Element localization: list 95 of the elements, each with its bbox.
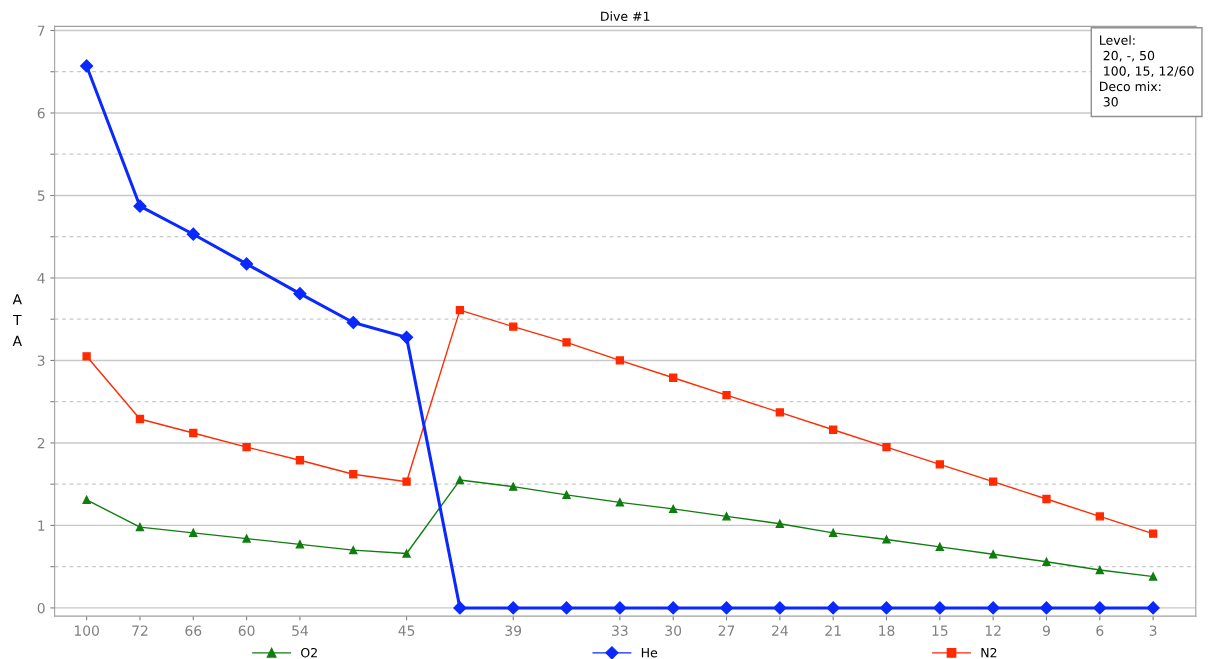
y-tick-label: 0: [37, 602, 45, 614]
point: [1095, 512, 1104, 521]
legend-label: O2: [301, 647, 317, 658]
point: [242, 534, 251, 543]
x-tick-label: 27: [718, 625, 735, 636]
point: [826, 601, 840, 615]
point: [349, 546, 358, 555]
x-tick-label: 60: [238, 625, 255, 636]
point: [240, 257, 254, 271]
point: [829, 425, 838, 434]
point: [1095, 565, 1104, 575]
point: [559, 601, 574, 615]
point: [82, 352, 91, 361]
point: [349, 470, 358, 479]
point: [562, 338, 571, 347]
x-tick-label: 9: [1042, 625, 1050, 636]
y-tick-label: 4: [37, 273, 45, 284]
point: [402, 477, 411, 486]
x-tick-label: 33: [612, 625, 628, 636]
x-tick-label: 66: [185, 625, 202, 636]
point: [135, 522, 145, 532]
x-tick-label: 39: [505, 625, 522, 636]
point: [402, 549, 411, 558]
point: [509, 322, 518, 331]
point: [82, 495, 91, 505]
point: [1042, 557, 1051, 566]
point: [615, 356, 625, 365]
point: [242, 442, 251, 452]
point: [346, 315, 360, 330]
x-tick-label: 21: [825, 625, 841, 636]
point: [829, 528, 838, 538]
point: [882, 442, 891, 452]
x-tick-label: 100: [74, 625, 99, 636]
y-tick-label: 6: [37, 107, 45, 119]
point: [775, 408, 785, 417]
point: [189, 528, 198, 538]
x-tick-label: 18: [879, 625, 895, 636]
point: [935, 460, 944, 469]
point: [135, 414, 145, 424]
point: [133, 199, 147, 213]
point: [295, 456, 305, 465]
x-tick-label: 12: [985, 625, 1001, 636]
y-tick-label: 2: [37, 437, 45, 449]
x-tick-label: 30: [665, 625, 682, 636]
point: [1148, 572, 1158, 581]
point: [295, 540, 305, 549]
y-tick-label: 5: [37, 190, 45, 201]
annotation: Level: 20, -, 50 100, 15, 12/60 Deco mix: 30: [1100, 35, 1194, 107]
x-tick-label: 15: [932, 625, 948, 636]
point: [455, 305, 465, 315]
point: [669, 373, 678, 382]
point: [935, 542, 944, 552]
point: [293, 287, 307, 301]
y-tick-label: 7: [37, 25, 45, 36]
point: [882, 535, 891, 544]
point: [879, 601, 894, 615]
point: [1039, 601, 1054, 615]
point: [722, 512, 731, 521]
point: [1093, 601, 1107, 615]
point: [455, 475, 465, 485]
point: [775, 519, 785, 528]
point: [666, 601, 680, 615]
point: [189, 428, 198, 438]
point: [1042, 494, 1051, 504]
x-tick-label: 54: [292, 625, 308, 636]
point: [186, 227, 200, 241]
y-tick-label: 1: [38, 520, 45, 531]
chart-title: Dive #1: [601, 11, 650, 21]
point: [988, 477, 998, 486]
x-tick-label: 6: [1096, 625, 1104, 636]
legend-label: He: [641, 648, 658, 658]
point: [1148, 529, 1158, 538]
x-tick-label: 24: [772, 625, 788, 636]
point: [453, 601, 467, 615]
point: [399, 330, 414, 344]
point: [669, 504, 678, 514]
y-axis-title: A T A: [12, 294, 22, 346]
point: [719, 601, 734, 615]
y-tick-label: 3: [37, 355, 45, 366]
x-tick-label: 3: [1149, 625, 1157, 636]
point: [722, 390, 731, 400]
point: [613, 601, 627, 615]
point: [562, 490, 571, 500]
point: [506, 601, 520, 615]
point: [80, 59, 94, 73]
point: [988, 550, 998, 559]
point: [986, 601, 1000, 615]
point: [773, 601, 787, 615]
point: [509, 482, 518, 491]
legend-label: N2: [981, 647, 997, 658]
point: [1146, 601, 1160, 615]
point: [615, 498, 625, 507]
x-tick-label: 45: [398, 625, 415, 636]
x-tick-label: 72: [132, 625, 148, 636]
point: [933, 601, 947, 615]
